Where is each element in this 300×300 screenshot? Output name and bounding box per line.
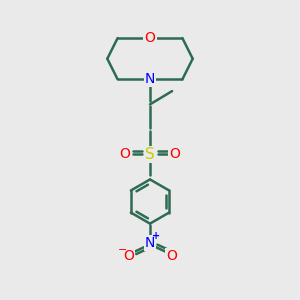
Text: N: N — [145, 236, 155, 250]
Text: O: O — [169, 147, 181, 161]
Text: O: O — [123, 249, 134, 263]
Text: O: O — [145, 31, 155, 45]
Text: N: N — [145, 72, 155, 86]
Text: −: − — [118, 244, 127, 254]
Text: S: S — [145, 147, 155, 162]
Text: O: O — [166, 249, 177, 263]
Text: +: + — [152, 231, 160, 241]
Text: O: O — [119, 147, 130, 161]
